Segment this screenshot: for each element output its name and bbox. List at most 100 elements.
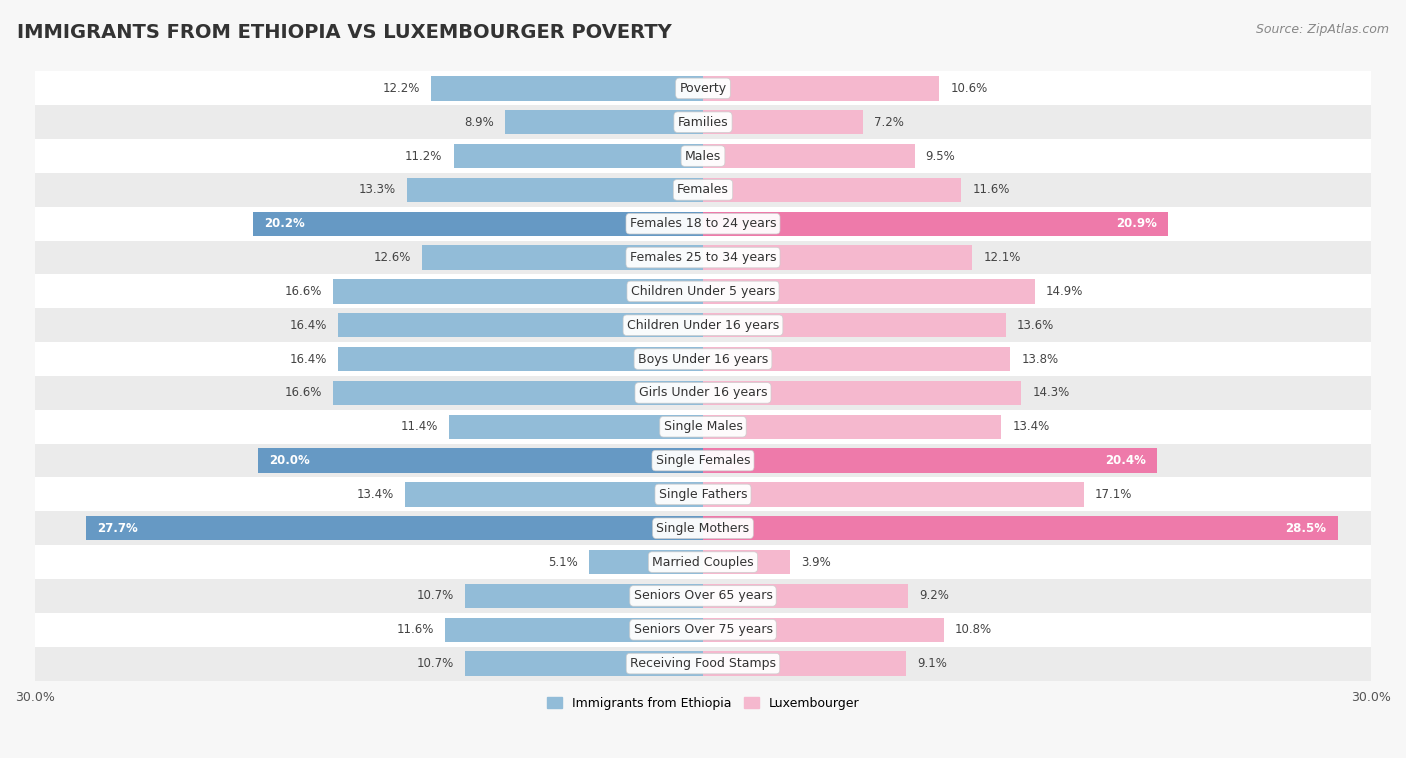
- Bar: [333, 381, 703, 405]
- Text: 12.2%: 12.2%: [382, 82, 420, 95]
- Bar: [465, 584, 703, 608]
- Text: 10.7%: 10.7%: [416, 590, 454, 603]
- Text: 16.6%: 16.6%: [285, 387, 322, 399]
- Bar: [35, 613, 1371, 647]
- Bar: [86, 516, 703, 540]
- Bar: [703, 144, 914, 168]
- Text: 14.3%: 14.3%: [1032, 387, 1070, 399]
- Text: Seniors Over 65 years: Seniors Over 65 years: [634, 590, 772, 603]
- Bar: [449, 415, 703, 439]
- Text: 11.6%: 11.6%: [396, 623, 433, 636]
- Text: Children Under 16 years: Children Under 16 years: [627, 318, 779, 332]
- Bar: [703, 347, 1011, 371]
- Text: Poverty: Poverty: [679, 82, 727, 95]
- Text: Single Males: Single Males: [664, 420, 742, 434]
- Text: 13.4%: 13.4%: [1012, 420, 1050, 434]
- Text: 9.2%: 9.2%: [920, 590, 949, 603]
- Text: 11.6%: 11.6%: [973, 183, 1010, 196]
- Bar: [337, 347, 703, 371]
- Text: 16.4%: 16.4%: [290, 352, 326, 365]
- Text: 7.2%: 7.2%: [875, 116, 904, 129]
- Bar: [35, 105, 1371, 139]
- Text: 16.4%: 16.4%: [290, 318, 326, 332]
- Text: 12.6%: 12.6%: [374, 251, 412, 264]
- Bar: [703, 246, 973, 270]
- Text: 5.1%: 5.1%: [548, 556, 578, 568]
- Text: 17.1%: 17.1%: [1095, 488, 1132, 501]
- Text: 20.9%: 20.9%: [1116, 218, 1157, 230]
- Bar: [444, 618, 703, 642]
- Bar: [35, 139, 1371, 173]
- Legend: Immigrants from Ethiopia, Luxembourger: Immigrants from Ethiopia, Luxembourger: [541, 691, 865, 715]
- Bar: [703, 449, 1157, 473]
- Bar: [35, 342, 1371, 376]
- Bar: [703, 381, 1021, 405]
- Bar: [432, 77, 703, 101]
- Text: 10.8%: 10.8%: [955, 623, 991, 636]
- Text: 14.9%: 14.9%: [1046, 285, 1083, 298]
- Text: Single Females: Single Females: [655, 454, 751, 467]
- Text: Families: Families: [678, 116, 728, 129]
- Text: 27.7%: 27.7%: [97, 522, 138, 534]
- Text: Boys Under 16 years: Boys Under 16 years: [638, 352, 768, 365]
- Bar: [333, 279, 703, 303]
- Bar: [253, 211, 703, 236]
- Text: 20.0%: 20.0%: [269, 454, 309, 467]
- Bar: [405, 482, 703, 506]
- Text: 3.9%: 3.9%: [801, 556, 831, 568]
- Bar: [703, 279, 1035, 303]
- Text: 11.2%: 11.2%: [405, 149, 443, 162]
- Text: 11.4%: 11.4%: [401, 420, 439, 434]
- Bar: [703, 482, 1084, 506]
- Bar: [703, 618, 943, 642]
- Bar: [35, 240, 1371, 274]
- Text: 28.5%: 28.5%: [1285, 522, 1326, 534]
- Text: Girls Under 16 years: Girls Under 16 years: [638, 387, 768, 399]
- Bar: [703, 516, 1337, 540]
- Bar: [703, 651, 905, 676]
- Bar: [35, 545, 1371, 579]
- Text: Females 18 to 24 years: Females 18 to 24 years: [630, 218, 776, 230]
- Text: 20.4%: 20.4%: [1105, 454, 1146, 467]
- Text: 9.1%: 9.1%: [917, 657, 946, 670]
- Bar: [703, 550, 790, 575]
- Text: 16.6%: 16.6%: [285, 285, 322, 298]
- Bar: [35, 309, 1371, 342]
- Bar: [505, 110, 703, 134]
- Text: 13.4%: 13.4%: [356, 488, 394, 501]
- Bar: [35, 579, 1371, 613]
- Bar: [703, 584, 908, 608]
- Bar: [465, 651, 703, 676]
- Bar: [35, 376, 1371, 410]
- Text: Females 25 to 34 years: Females 25 to 34 years: [630, 251, 776, 264]
- Bar: [35, 512, 1371, 545]
- Text: Single Fathers: Single Fathers: [659, 488, 747, 501]
- Bar: [406, 177, 703, 202]
- Text: Seniors Over 75 years: Seniors Over 75 years: [634, 623, 772, 636]
- Bar: [337, 313, 703, 337]
- Text: 10.7%: 10.7%: [416, 657, 454, 670]
- Bar: [703, 211, 1168, 236]
- Bar: [35, 478, 1371, 512]
- Bar: [422, 246, 703, 270]
- Bar: [257, 449, 703, 473]
- Bar: [35, 207, 1371, 240]
- Bar: [35, 443, 1371, 478]
- Text: Males: Males: [685, 149, 721, 162]
- Text: Females: Females: [678, 183, 728, 196]
- Text: 12.1%: 12.1%: [984, 251, 1021, 264]
- Bar: [35, 647, 1371, 681]
- Text: Single Mothers: Single Mothers: [657, 522, 749, 534]
- Text: Source: ZipAtlas.com: Source: ZipAtlas.com: [1256, 23, 1389, 36]
- Text: 8.9%: 8.9%: [464, 116, 494, 129]
- Bar: [35, 410, 1371, 443]
- Bar: [703, 110, 863, 134]
- Text: IMMIGRANTS FROM ETHIOPIA VS LUXEMBOURGER POVERTY: IMMIGRANTS FROM ETHIOPIA VS LUXEMBOURGER…: [17, 23, 672, 42]
- Bar: [703, 177, 962, 202]
- Bar: [703, 415, 1001, 439]
- Bar: [589, 550, 703, 575]
- Text: 13.8%: 13.8%: [1021, 352, 1059, 365]
- Bar: [703, 313, 1005, 337]
- Text: Children Under 5 years: Children Under 5 years: [631, 285, 775, 298]
- Text: 13.3%: 13.3%: [359, 183, 395, 196]
